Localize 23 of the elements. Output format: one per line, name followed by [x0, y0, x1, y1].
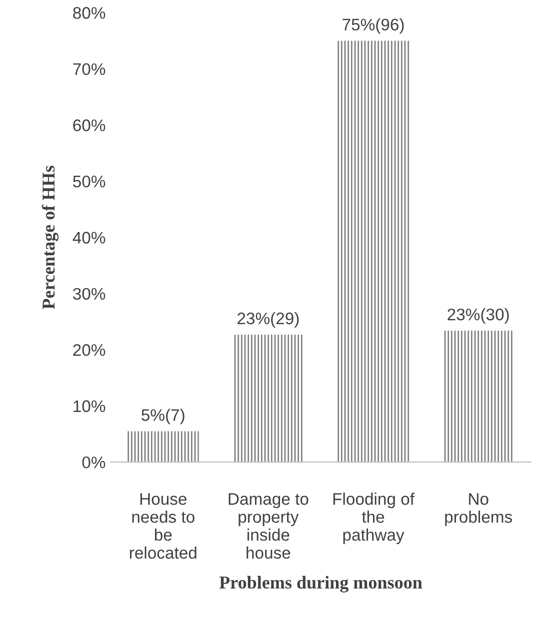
y-tick-label: 10% — [74, 400, 106, 412]
bar — [442, 330, 514, 462]
y-tick-label: 0% — [82, 456, 106, 468]
x-tick-label: Damage to property inside house — [228, 493, 308, 559]
bar — [338, 40, 409, 462]
data-label: 23%(29) — [238, 312, 299, 328]
data-label: 23%(30) — [448, 308, 509, 324]
data-label: 75%(96) — [342, 18, 404, 34]
y-tick-label: 40% — [72, 232, 106, 244]
y-tick-label: 30% — [73, 288, 106, 300]
x-tick-label: Flooding of the pathway — [333, 492, 415, 544]
data-label: 5%(7) — [142, 408, 184, 424]
y-axis-title: Percentage of HHs — [42, 166, 58, 310]
x-tick-label: House needs to be relocated — [130, 493, 196, 559]
x-axis-title: Problems during monsoon — [219, 576, 422, 592]
y-tick-label: 80% — [73, 7, 106, 19]
y-tick-label: 20% — [73, 344, 106, 356]
bar — [232, 334, 304, 462]
bar — [127, 431, 199, 462]
y-tick-label: 50% — [73, 176, 106, 188]
y-tick-label: 60% — [73, 119, 106, 132]
y-tick-label: 70% — [73, 63, 106, 76]
x-tick-label: No problems — [445, 493, 512, 526]
